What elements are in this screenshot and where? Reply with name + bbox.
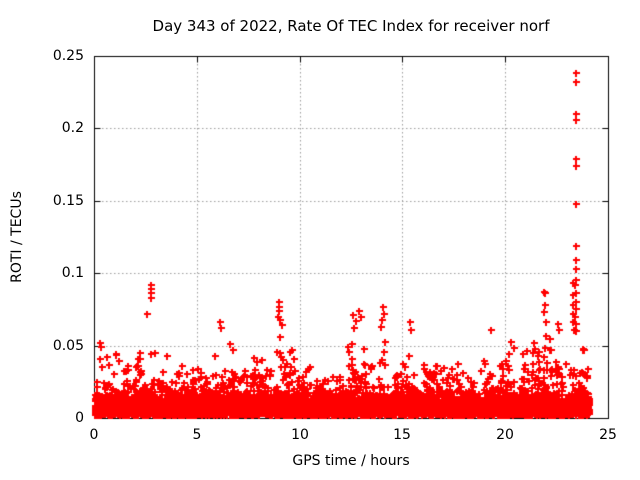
chart-title: Day 343 of 2022, Rate Of TEC Index for r… <box>152 17 550 35</box>
y-tick-label: 0.2 <box>61 120 84 136</box>
x-tick-label: 20 <box>496 427 514 443</box>
x-axis-label: GPS time / hours <box>292 453 410 469</box>
x-tick-label: 15 <box>393 427 411 443</box>
y-tick-label: 0 <box>75 410 84 426</box>
x-tick-label: 0 <box>89 427 99 443</box>
y-tick-label: 0.15 <box>52 193 84 209</box>
x-tick-label: 25 <box>599 427 617 443</box>
y-tick-label: 0.1 <box>61 265 84 281</box>
x-tick-label: 10 <box>291 427 309 443</box>
x-tick-label: 5 <box>192 427 202 443</box>
y-tick-label: 0.05 <box>52 338 84 354</box>
y-tick-label: 0.25 <box>52 48 84 64</box>
